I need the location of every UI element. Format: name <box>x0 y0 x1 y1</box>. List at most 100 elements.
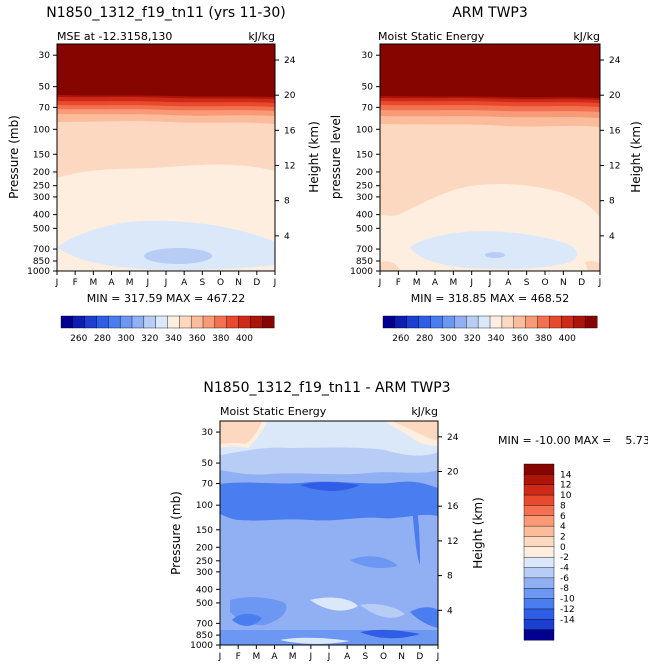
height-tick-label: 12 <box>284 162 295 172</box>
panel-model-ylabel-right: Height (km) <box>307 121 321 192</box>
height-tick-label: 24 <box>447 433 459 443</box>
colorbar-swatch <box>418 315 432 329</box>
height-tick-label: 20 <box>609 91 621 101</box>
colorbar-swatch <box>584 315 598 329</box>
colorbar-label: 320 <box>141 334 158 344</box>
colorbar-swatch <box>523 567 555 579</box>
panel-diff-subtitle: Moist Static Energy <box>220 405 327 418</box>
colorbar-swatch <box>537 315 550 329</box>
colorbar-swatch <box>84 315 97 329</box>
colorbar-swatch <box>523 463 555 475</box>
panel-model: N1850_1312_f19_tn11 (yrs 11-30) MSE at -… <box>7 5 321 344</box>
colorbar-swatch <box>561 315 574 329</box>
colorbar-swatch <box>179 315 192 329</box>
panel-obs-subtitle: Moist Static Energy <box>378 30 485 43</box>
y-tick-label: 50 <box>362 83 374 93</box>
x-tick-label: A <box>505 278 512 288</box>
height-tick-label: 24 <box>284 56 296 66</box>
colorbar-swatch <box>523 619 555 631</box>
colorbar-swatch <box>143 315 157 329</box>
colorbar-swatch <box>167 315 180 329</box>
y-tick-label: 500 <box>196 599 213 609</box>
colorbar-swatch <box>513 315 527 329</box>
colorbar-label: 12 <box>560 481 571 491</box>
x-tick-label: M <box>89 278 97 288</box>
colorbar-label: -6 <box>560 574 569 584</box>
x-tick-label: A <box>432 278 439 288</box>
panel-diff-units: kJ/kg <box>411 405 438 418</box>
colorbar-swatch <box>525 315 539 329</box>
colorbar-label: -14 <box>560 615 575 625</box>
x-tick-label: J <box>273 278 277 288</box>
colorbar-label: 300 <box>440 334 457 344</box>
colorbar-swatch <box>523 598 555 610</box>
colorbar-swatch <box>523 536 555 548</box>
x-tick-label: O <box>541 278 548 288</box>
height-tick-label: 12 <box>609 162 620 172</box>
panel-diff: N1850_1312_f19_tn11 - ARM TWP3 Moist Sta… <box>169 380 648 662</box>
x-tick-label: S <box>524 278 530 288</box>
x-tick-label: A <box>108 278 115 288</box>
colorbar-label: 2 <box>560 532 566 542</box>
x-tick-label: J <box>218 652 222 662</box>
colorbar-swatch <box>155 315 169 329</box>
y-tick-label: 500 <box>33 224 50 234</box>
colorbar-swatch <box>523 474 555 486</box>
panel-model-contours <box>57 44 275 271</box>
height-tick-label: 20 <box>447 468 459 478</box>
colorbar-swatch <box>202 315 216 329</box>
y-tick-label: 1000 <box>350 267 373 277</box>
y-tick-label: 700 <box>356 245 373 255</box>
y-tick-label: 400 <box>196 585 213 595</box>
x-tick-label: J <box>146 278 150 288</box>
panel-obs-units: kJ/kg <box>573 30 600 43</box>
y-tick-label: 400 <box>356 211 373 221</box>
panel-model-title: N1850_1312_f19_tn11 (yrs 11-30) <box>46 5 286 21</box>
colorbar-swatch <box>523 546 555 558</box>
colorbar-label: 14 <box>560 470 572 480</box>
y-tick-label: 30 <box>202 428 214 438</box>
panel-obs-axes: J F M A M J J A S O N D J305070100150200250300400500… <box>350 51 621 288</box>
colorbar-label: 400 <box>236 334 253 344</box>
y-tick-label: 300 <box>196 568 213 578</box>
colorbar-swatch <box>238 315 251 329</box>
x-tick-label: J <box>488 278 492 288</box>
panel-obs-ylabel-right: Height (km) <box>629 121 643 192</box>
colorbar-swatch <box>454 315 467 329</box>
height-tick-label: 4 <box>609 232 615 242</box>
y-tick-label: 70 <box>202 480 214 490</box>
panel-obs-contours <box>380 44 600 271</box>
y-tick-label: 150 <box>356 150 373 160</box>
x-tick-label: J <box>164 278 168 288</box>
x-tick-label: O <box>217 278 224 288</box>
panel-model-units: kJ/kg <box>248 30 275 43</box>
panel-obs-stats: MIN = 318.85 MAX = 468.52 <box>411 292 569 305</box>
colorbar-swatch <box>214 315 228 329</box>
colorbar-swatch <box>501 315 515 329</box>
colorbar-label: 280 <box>416 334 433 344</box>
colorbar-swatch <box>523 629 555 641</box>
x-tick-label: J <box>378 278 382 288</box>
x-tick-label: J <box>55 278 59 288</box>
panel-obs-ylabel: pressure level <box>329 115 343 199</box>
x-tick-label: N <box>398 652 405 662</box>
colorbar-label: -8 <box>560 584 569 594</box>
height-tick-label: 16 <box>447 502 459 512</box>
x-tick-label: D <box>578 278 585 288</box>
colorbar-swatch <box>523 505 555 517</box>
colorbar-swatch <box>226 315 240 329</box>
panel-diff-title: N1850_1312_f19_tn11 - ARM TWP3 <box>203 380 450 396</box>
x-tick-label: A <box>271 652 278 662</box>
y-tick-label: 50 <box>202 459 214 469</box>
panel-model-subtitle: MSE at -12.3158,130 <box>57 30 172 43</box>
colorbar-label: 320 <box>464 334 481 344</box>
colorbar-label: -10 <box>560 595 575 605</box>
y-tick-label: 30 <box>362 51 374 61</box>
y-tick-label: 150 <box>33 150 50 160</box>
colorbar-label: 0 <box>560 543 566 553</box>
colorbar-swatch <box>523 577 555 589</box>
colorbar-label: 400 <box>559 334 576 344</box>
height-tick-label: 16 <box>609 126 621 136</box>
x-tick-label: M <box>413 278 421 288</box>
colorbar-label: 340 <box>487 334 504 344</box>
